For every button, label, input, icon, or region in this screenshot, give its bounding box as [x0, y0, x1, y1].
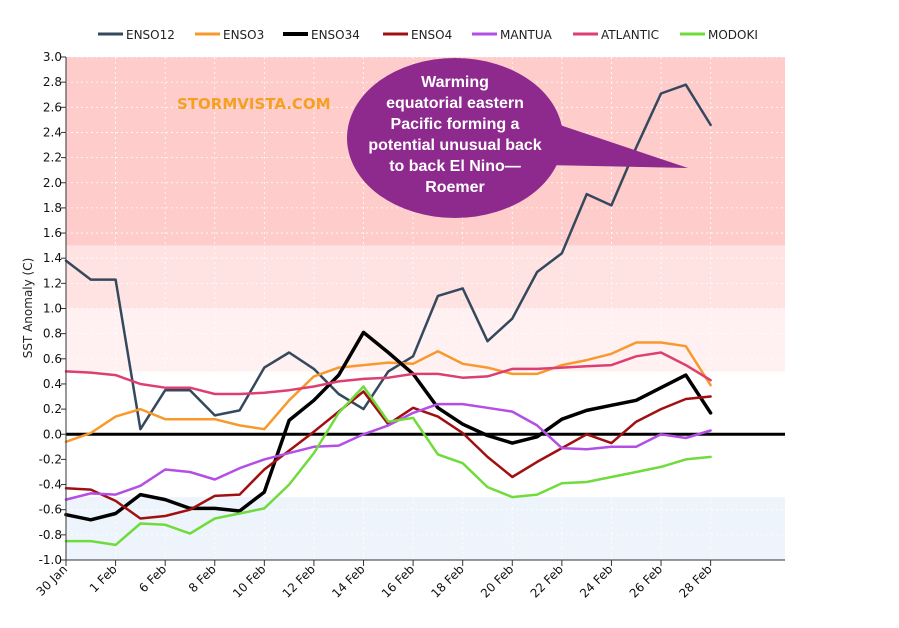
series-line-mantua [64, 402, 712, 501]
band-1 [66, 245, 785, 309]
legend-label-modoki: MODOKI [708, 28, 758, 42]
callout-bubble: Warming equatorial eastern Pacific forming… [347, 58, 688, 218]
x-tick-label-3: 8 Feb [186, 562, 219, 595]
watermark: STORMVISTA.COM [177, 95, 331, 113]
y-tick-label-11: 0.8 [43, 327, 62, 341]
legend-label-enso12: ENSO12 [126, 28, 175, 42]
x-tick-label-11: 24 Feb [577, 562, 615, 600]
legend-label-mantua: MANTUA [500, 28, 553, 42]
y-tick-label-7: 1.6 [43, 226, 62, 240]
axes [65, 57, 785, 561]
series-line-atlantic [64, 351, 712, 396]
y-tick-label-20: -1.0 [39, 553, 62, 567]
x-tick-label-12: 26 Feb [627, 562, 665, 600]
y-tick-label-4: 2.2 [43, 151, 62, 165]
y-tick-label-16: -0.2 [39, 452, 62, 466]
series-line-enso34 [64, 330, 713, 522]
y-tick-label-0: 3.0 [43, 50, 62, 64]
legend: ENSO12 ENSO3 ENSO34 ENSO4 MANTUA ATLANTIC MODO… [98, 28, 758, 42]
x-tick-label-10: 22 Feb [528, 562, 566, 600]
grid-lines [65, 56, 785, 561]
callout-line-3: potential unusual back [368, 137, 541, 154]
x-axis-ticks: 30 Jan 1 Feb 6 Feb 8 Feb 10 Feb 12 Feb 14 Feb 1… [34, 560, 715, 601]
x-tick-label-6: 14 Feb [329, 562, 367, 600]
y-tick-label-6: 1.8 [43, 201, 62, 215]
x-tick-label-9: 20 Feb [478, 562, 516, 600]
y-tick-label-10: 1.0 [43, 302, 62, 316]
series-lines [64, 83, 785, 547]
y-tick-label-19: -0.8 [39, 528, 62, 542]
callout-line-5: Roemer [425, 179, 485, 196]
callout-line-0: Warming [421, 74, 489, 91]
y-tick-label-17: -0.4 [39, 478, 62, 492]
x-tick-label-7: 16 Feb [379, 562, 417, 600]
callout-pointer [545, 120, 688, 168]
y-tick-label-2: 2.6 [43, 100, 62, 114]
legend-label-atlantic: ATLANTIC [601, 28, 659, 42]
y-tick-label-12: 0.6 [43, 352, 62, 366]
y-tick-label-1: 2.8 [43, 75, 62, 89]
y-tick-label-9: 1.2 [43, 276, 62, 290]
series-line-enso12 [64, 83, 712, 431]
y-tick-label-14: 0.2 [43, 402, 62, 416]
x-tick-label-2: 6 Feb [136, 562, 169, 595]
y-tick-label-13: 0.4 [43, 377, 62, 391]
x-tick-label-1: 1 Feb [87, 562, 120, 595]
legend-label-enso4: ENSO4 [411, 28, 452, 42]
y-tick-label-18: -0.6 [39, 503, 62, 517]
band-2 [66, 308, 785, 372]
y-tick-label-15: 0.0 [43, 427, 62, 441]
y-axis-ticks: 3.0 2.8 2.6 2.4 2.2 2.0 1.8 1.6 1.4 1.2 1.0 0.8 0.6 0… [39, 50, 66, 567]
y-axis-label: SST Anomaly (C) [21, 258, 35, 359]
y-tick-label-5: 2.0 [43, 176, 62, 190]
y-tick-label-8: 1.4 [43, 251, 62, 265]
x-tick-label-4: 10 Feb [230, 562, 268, 600]
x-tick-label-0: 30 Jan [34, 562, 70, 598]
legend-label-enso3: ENSO3 [223, 28, 264, 42]
legend-label-enso34: ENSO34 [311, 28, 360, 42]
series-line-modoki [64, 385, 712, 547]
callout-line-1: equatorial eastern [386, 95, 524, 112]
callout-line-4: to back El Nino— [389, 158, 521, 175]
x-tick-label-8: 18 Feb [428, 562, 466, 600]
y-tick-label-3: 2.4 [43, 125, 62, 139]
x-tick-label-5: 12 Feb [280, 562, 318, 600]
x-tick-label-13: 28 Feb [676, 562, 714, 600]
callout-ellipse [347, 58, 563, 218]
callout-line-2: Pacific forming a [391, 116, 520, 133]
series-line-enso3 [64, 341, 712, 444]
